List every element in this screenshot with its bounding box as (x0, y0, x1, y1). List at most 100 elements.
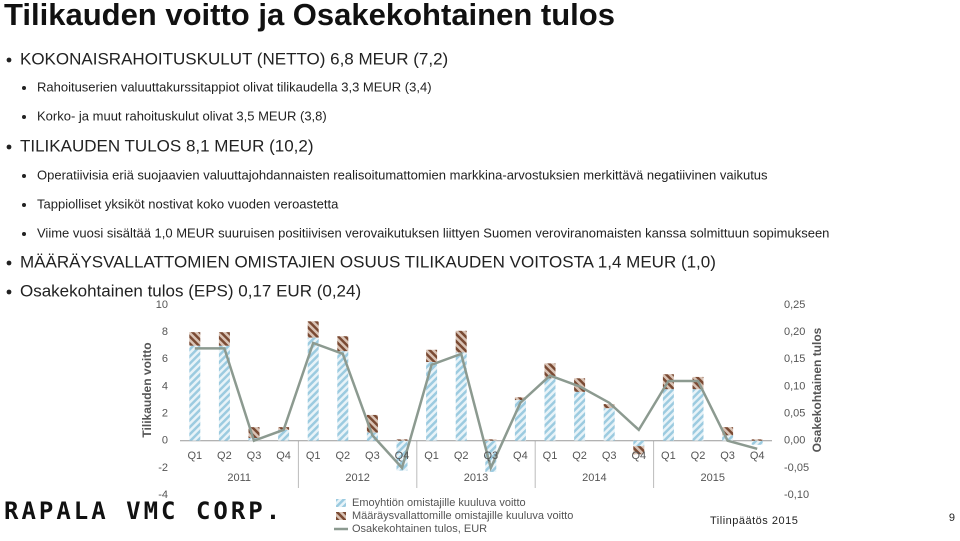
bar (633, 440, 645, 447)
y2-tick-label: 0,25 (784, 299, 805, 311)
bar (574, 378, 586, 392)
y-tick-label: 8 (162, 326, 168, 338)
page-number: 9 (949, 512, 955, 524)
y2-tick-label: 0,10 (784, 380, 805, 392)
year-label: 2012 (345, 472, 369, 484)
x-tick-label: Q4 (395, 450, 410, 462)
legend-swatch (336, 499, 346, 507)
bar (722, 427, 734, 436)
bullet-text: Osakekohtainen tulos (EPS) 0,17 EUR (0,2… (20, 281, 361, 300)
bar (426, 362, 438, 441)
x-tick-label: Q2 (454, 450, 469, 462)
bar (248, 427, 260, 438)
y-tick-label: -4 (158, 489, 168, 501)
year-label: 2015 (701, 472, 725, 484)
x-tick-label: Q3 (483, 450, 498, 462)
bar (544, 363, 556, 379)
bullet-dot (22, 86, 26, 90)
bar (603, 404, 615, 409)
bullet-dot (22, 232, 26, 236)
bar (396, 439, 408, 441)
y-tick-label: 6 (162, 353, 168, 365)
legend-label: Emoyhtiön omistajille kuuluva voitto (352, 497, 526, 509)
bullet-dot (6, 260, 12, 266)
y-tick-label: -2 (158, 462, 168, 474)
footer-caption: Tilinpäätös 2015 (710, 515, 798, 527)
bar (307, 321, 319, 338)
bar (514, 400, 526, 441)
bar (455, 330, 467, 353)
legend-swatch (336, 512, 346, 520)
y2-tick-label: 0,05 (784, 407, 805, 419)
logo: RAPALA VMC CORP. (4, 497, 283, 525)
y2-axis-title: Osakekohtainen tulos (810, 327, 824, 452)
bar (485, 439, 497, 441)
y-tick-label: 0 (162, 435, 168, 447)
bullet-text: Tappiolliset yksiköt nostivat koko vuode… (37, 196, 339, 211)
x-tick-label: Q2 (217, 450, 232, 462)
bar (396, 440, 408, 471)
y-axis-title: Tilikauden voitto (140, 342, 154, 437)
bullet-dot (6, 144, 12, 150)
y2-tick-label: 0,15 (784, 353, 805, 365)
y2-tick-label: -0,05 (784, 462, 809, 474)
bullet-text: Korko- ja muut rahoituskulut olivat 3,5 … (37, 108, 327, 123)
x-tick-label: Q2 (572, 450, 587, 462)
bullet-text: KOKONAISRAHOITUSKULUT (NETTO) 6,8 MEUR (… (20, 49, 448, 68)
x-tick-label: Q2 (691, 450, 706, 462)
x-tick-label: Q4 (631, 450, 646, 462)
x-tick-label: Q1 (187, 450, 202, 462)
bullet-text: Operatiivisia eriä suojaavien valuuttajo… (37, 167, 768, 182)
x-tick-label: Q1 (661, 450, 676, 462)
bar (751, 440, 763, 445)
bar (278, 429, 290, 441)
year-label: 2014 (582, 472, 606, 484)
bullet-text: Viime vuosi sisältää 1,0 MEUR suuruisen … (37, 225, 829, 240)
bar (366, 414, 378, 433)
bar (337, 351, 349, 441)
bar (189, 332, 201, 346)
bullet-dot (6, 289, 12, 295)
bullet-text: Rahoituserien valuuttakurssitappiot oliv… (37, 79, 432, 94)
legend-label: Määräysvallattomille omistajille kuuluva… (352, 510, 573, 522)
bar (218, 332, 230, 346)
bullet-text: TILIKAUDEN TULOS 8,1 MEUR (10,2) (20, 136, 314, 155)
bar (692, 389, 704, 441)
year-label: 2011 (227, 472, 251, 484)
bullet-dot (22, 203, 26, 207)
bullet-dot (6, 57, 12, 63)
bar (751, 439, 763, 441)
x-tick-label: Q3 (602, 450, 617, 462)
slide-title: Tilikauden voitto ja Osakekohtainen tulo… (4, 0, 615, 32)
x-tick-label: Q2 (335, 450, 350, 462)
bar (574, 391, 586, 441)
bar (337, 336, 349, 352)
year-label: 2013 (464, 472, 488, 484)
x-tick-label: Q3 (247, 450, 262, 462)
y2-tick-label: 0,00 (784, 435, 805, 447)
legend-label: Osakekohtainen tulos, EUR (352, 523, 487, 535)
y2-tick-label: -0,10 (784, 489, 809, 501)
y-tick-label: 4 (162, 380, 168, 392)
bar (485, 440, 497, 472)
x-tick-label: Q1 (306, 450, 321, 462)
bar (544, 378, 556, 441)
x-tick-label: Q3 (720, 450, 735, 462)
y-tick-label: 2 (162, 407, 168, 419)
bar (662, 389, 674, 441)
bar (633, 446, 645, 455)
bar (218, 345, 230, 441)
x-tick-label: Q4 (276, 450, 291, 462)
y2-tick-label: 0,20 (784, 326, 805, 338)
bar (307, 337, 319, 441)
x-tick-label: Q3 (365, 450, 380, 462)
line-series (194, 341, 758, 472)
bar (189, 345, 201, 441)
bar (514, 397, 526, 400)
bar (426, 349, 438, 362)
bullet-text: MÄÄRÄYSVALLATTOMIEN OMISTAJIEN OSUUS TIL… (20, 252, 716, 271)
bullet-dot (22, 174, 26, 178)
bar (603, 408, 615, 441)
